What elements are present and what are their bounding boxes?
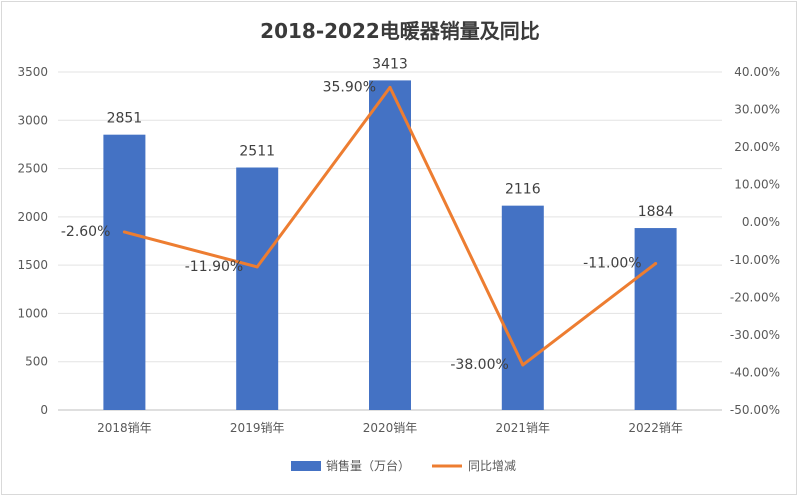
bar-series bbox=[103, 80, 677, 411]
line-data-label: -11.00% bbox=[583, 256, 641, 272]
bar bbox=[634, 228, 677, 410]
bar-data-label: 2851 bbox=[107, 111, 143, 127]
bar-data-label: 1884 bbox=[638, 204, 674, 220]
x-tick-label: 2021销年 bbox=[496, 421, 551, 435]
line-data-labels: -2.60% -11.90% 35.90% -38.00% -11.00% bbox=[61, 79, 642, 373]
line-data-label: 35.90% bbox=[323, 79, 376, 95]
x-tick-label: 2020销年 bbox=[363, 421, 418, 435]
legend-label-bar: 销售量（万台） bbox=[326, 458, 410, 473]
right-tick-label: -40.00% bbox=[730, 365, 780, 379]
bar bbox=[369, 80, 411, 411]
legend: 销售量（万台） 同比增减 bbox=[291, 458, 516, 473]
right-tick-label: 30.00% bbox=[734, 103, 780, 117]
bar-data-label: 3413 bbox=[372, 56, 408, 72]
left-axis: 0 500 1000 1500 2000 2500 3000 3500 bbox=[17, 65, 48, 417]
line-point bbox=[255, 265, 259, 269]
line-series bbox=[122, 85, 658, 367]
line-point bbox=[521, 363, 525, 367]
legend-label-line: 同比增减 bbox=[468, 459, 516, 473]
x-tick-label: 2019销年 bbox=[230, 421, 285, 435]
bar-data-labels: 2851 2511 3413 2116 1884 bbox=[107, 56, 674, 220]
bar bbox=[103, 134, 146, 410]
x-axis: 2018销年 2019销年 2020销年 2021销年 2022销年 bbox=[97, 421, 683, 435]
right-tick-label: 40.00% bbox=[734, 65, 780, 79]
line-data-label: -11.90% bbox=[185, 259, 243, 275]
right-tick-label: -30.00% bbox=[730, 328, 780, 342]
line-point bbox=[122, 230, 126, 234]
right-tick-label: 10.00% bbox=[734, 178, 780, 192]
bar-data-label: 2116 bbox=[505, 182, 541, 198]
line-point bbox=[654, 262, 658, 266]
line-data-label: -2.60% bbox=[61, 224, 111, 240]
right-tick-label: -50.00% bbox=[730, 403, 780, 417]
left-tick-label: 2500 bbox=[17, 162, 48, 176]
right-tick-label: 0.00% bbox=[742, 215, 780, 229]
bar-data-label: 2511 bbox=[239, 144, 275, 160]
x-tick-label: 2018销年 bbox=[97, 421, 152, 435]
right-tick-label: 20.00% bbox=[734, 140, 780, 154]
line-data-label: -38.00% bbox=[450, 357, 508, 373]
left-tick-label: 3500 bbox=[17, 65, 48, 79]
left-tick-label: 1000 bbox=[17, 306, 48, 320]
left-tick-label: 3000 bbox=[17, 113, 48, 127]
left-tick-label: 500 bbox=[25, 355, 48, 369]
legend-swatch-bar bbox=[291, 461, 321, 471]
right-tick-label: -20.00% bbox=[730, 290, 780, 304]
right-axis: -50.00% -40.00% -30.00% -20.00% -10.00% 0.00%… bbox=[730, 65, 780, 417]
chart-title: 2018-2022电暖器销量及同比 bbox=[260, 19, 540, 43]
bar bbox=[236, 167, 279, 410]
right-tick-label: -10.00% bbox=[730, 253, 780, 267]
left-tick-label: 0 bbox=[40, 403, 48, 417]
left-tick-label: 2000 bbox=[17, 210, 48, 224]
x-tick-label: 2022销年 bbox=[628, 421, 683, 435]
bar bbox=[501, 205, 544, 410]
line-point bbox=[388, 85, 392, 89]
left-tick-label: 1500 bbox=[17, 258, 48, 272]
